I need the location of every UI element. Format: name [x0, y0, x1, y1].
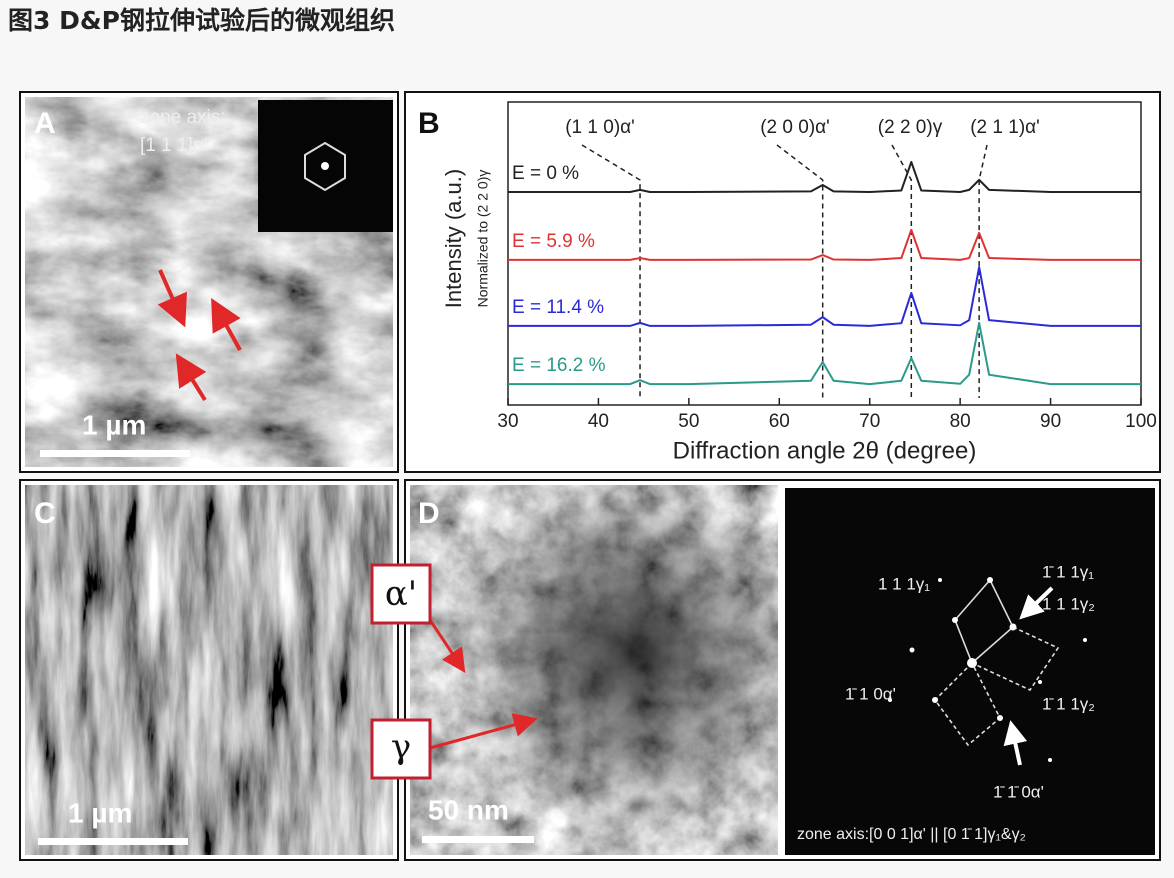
- peak-label: (2 2 0)γ: [878, 117, 943, 138]
- saed-spot: [1083, 638, 1087, 642]
- saed-spot: [997, 715, 1003, 721]
- saed-spot: [1048, 758, 1052, 762]
- phase-label: α': [385, 574, 417, 614]
- saed-spot: [888, 698, 892, 702]
- saed-spot: [952, 617, 958, 623]
- xrd-trace: [508, 266, 1141, 327]
- saed-spot: [909, 647, 915, 653]
- spot-label: 1 1 1γ₂: [1042, 594, 1095, 613]
- spot-label: 1 1 1γ₁: [878, 574, 930, 593]
- scale-bar: [422, 836, 534, 843]
- saed-spot: [321, 162, 329, 170]
- spot-label: 1̄ 1̄ 0α': [993, 782, 1044, 801]
- peak-label: (2 1 1)α': [970, 117, 1040, 138]
- series-label: E = 11.4 %: [512, 297, 604, 318]
- xrd-trace: [508, 160, 1141, 193]
- saed-cell: [971, 626, 1060, 692]
- saed-cell: [933, 662, 1002, 747]
- panel-label: C: [34, 497, 56, 530]
- y-axis-label: Intensity (a.u.): [441, 169, 466, 308]
- scale-bar: [40, 450, 190, 457]
- x-tick-label: 30: [497, 411, 518, 432]
- arrow: [211, 298, 242, 351]
- x-tick-label: 50: [678, 411, 699, 432]
- saed-spot: [938, 578, 942, 582]
- arrow: [175, 353, 207, 402]
- zone-axis-label: zone axis:[0 0 1]α' || [0 1̄ 1]γ₁&γ₂: [797, 826, 1026, 843]
- spot-label: 1̄ 1 1γ₁: [1042, 562, 1094, 581]
- phase-label-box: [370, 718, 432, 780]
- spot-label: 1̄ 1 0α': [845, 684, 896, 703]
- arrow: [157, 269, 187, 328]
- xrd-chart: 30 40 50 60 70 80 90 100 Diffraction angle 2θ (d…: [441, 101, 1157, 464]
- saed-hexagon: [304, 141, 346, 192]
- series-label: E = 0 %: [512, 163, 579, 184]
- saed-pattern: [785, 488, 1155, 855]
- zone-axis-index: [1 1 1]α': [140, 135, 207, 156]
- x-tick-label: 70: [859, 411, 880, 432]
- peak-line: [581, 144, 641, 398]
- scale-bar-label: 50 nm: [428, 794, 509, 825]
- panel-frame: [404, 91, 1161, 473]
- peak-label: (1 1 0)α': [565, 117, 635, 138]
- series-label: E = 16.2 %: [512, 355, 606, 376]
- saed-spot: [967, 658, 977, 668]
- xrd-trace: [508, 321, 1141, 386]
- zone-axis-label: zone axis:: [140, 107, 226, 128]
- xrd-trace: [508, 228, 1141, 261]
- x-tick-label: 80: [950, 411, 971, 432]
- phase-label: γ: [391, 727, 411, 767]
- x-tick-label: 100: [1125, 411, 1157, 432]
- phase-label-box: [370, 563, 432, 625]
- peak-line: [776, 144, 824, 398]
- panel-label: D: [418, 497, 440, 530]
- tem-image: [25, 485, 393, 855]
- saed-spot: [1009, 623, 1017, 631]
- x-tick-label: 90: [1040, 411, 1061, 432]
- x-axis-label: Diffraction angle 2θ (degree): [673, 437, 977, 464]
- figure-title: 图3 D&P钢拉伸试验后的微观组织: [8, 6, 395, 35]
- series-label: E = 5.9 %: [512, 231, 595, 252]
- scale-bar-label: 1 µm: [68, 797, 132, 828]
- arrow: [1019, 586, 1054, 620]
- peak-label: (2 0 0)α': [760, 117, 830, 138]
- spot-label: 1̄ 1 1γ₂: [1042, 694, 1095, 713]
- x-tick-label: 60: [769, 411, 790, 432]
- arrow: [429, 713, 538, 750]
- panel-label: A: [34, 107, 56, 140]
- saed-spot: [932, 697, 938, 703]
- scale-bar: [38, 838, 188, 845]
- arrow: [428, 619, 466, 673]
- panel-label: B: [418, 107, 440, 140]
- saed-spot: [987, 577, 993, 583]
- arrow: [1003, 720, 1028, 766]
- plot-frame: [507, 101, 1142, 406]
- saed-spot: [1038, 680, 1042, 684]
- scale-bar-label: 1 µm: [82, 409, 146, 440]
- peak-line: [891, 144, 913, 398]
- x-tick-label: 40: [588, 411, 609, 432]
- tem-shading: [410, 485, 778, 855]
- y-axis-sublabel: Normalized to (2 2 0)γ: [475, 170, 491, 308]
- saed-spots: [888, 577, 1087, 762]
